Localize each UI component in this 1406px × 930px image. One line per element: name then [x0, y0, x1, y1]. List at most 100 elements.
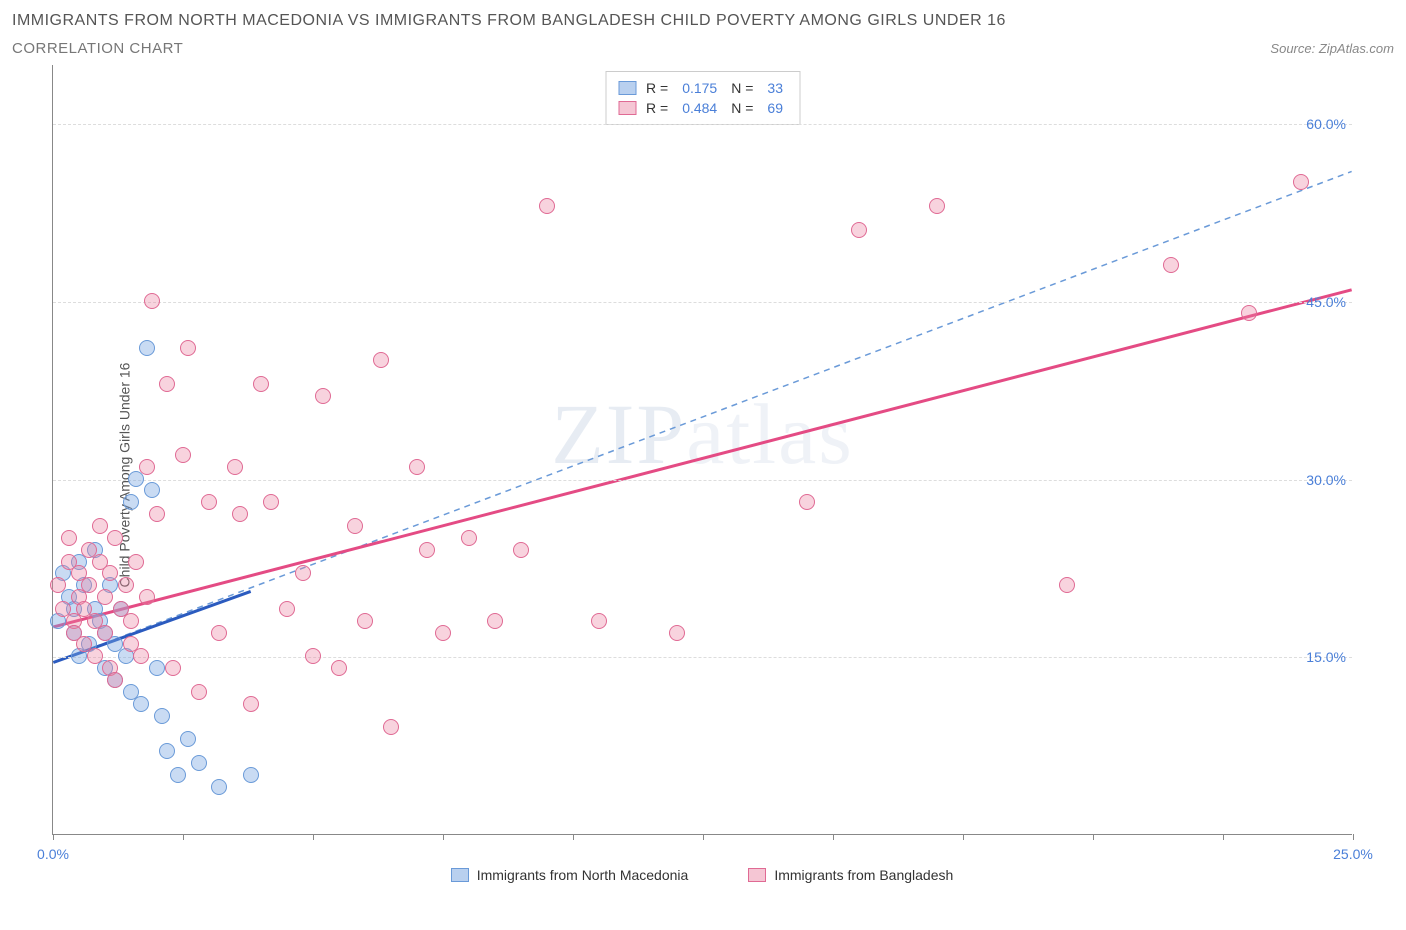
legend-R-label: R = — [646, 100, 668, 116]
legend-series: Immigrants from North Macedonia Immigrant… — [52, 867, 1352, 883]
source-label: Source: — [1270, 41, 1315, 56]
scatter-point — [263, 494, 279, 510]
chart-subtitle: CORRELATION CHART — [12, 40, 183, 57]
y-tick-label: 30.0% — [1306, 472, 1346, 488]
plot-area: ZIPatlas R =0.175N =33R =0.484N =69 15.0… — [52, 65, 1352, 835]
scatter-point — [149, 506, 165, 522]
x-tick-label: 25.0% — [1333, 846, 1373, 862]
x-tick-label: 0.0% — [37, 846, 69, 862]
scatter-point — [227, 459, 243, 475]
legend-swatch — [618, 101, 636, 115]
scatter-point — [409, 459, 425, 475]
trend-line — [53, 290, 1351, 627]
scatter-point — [102, 565, 118, 581]
y-tick-label: 60.0% — [1306, 116, 1346, 132]
scatter-point — [107, 672, 123, 688]
legend-swatch — [618, 81, 636, 95]
scatter-point — [133, 696, 149, 712]
gridline-h — [53, 657, 1352, 658]
chart-container: Child Poverty Among Girls Under 16 ZIPat… — [12, 65, 1394, 885]
scatter-point — [154, 708, 170, 724]
x-tick-mark — [1353, 834, 1354, 840]
scatter-point — [165, 660, 181, 676]
x-tick-mark — [963, 834, 964, 840]
trend-lines-layer — [53, 65, 1352, 834]
gridline-h — [53, 302, 1352, 303]
y-tick-label: 15.0% — [1306, 649, 1346, 665]
scatter-point — [144, 482, 160, 498]
legend-N-label: N = — [731, 80, 753, 96]
scatter-point — [315, 388, 331, 404]
legend-series-item: Immigrants from North Macedonia — [451, 867, 689, 883]
scatter-point — [1059, 577, 1075, 593]
x-tick-mark — [833, 834, 834, 840]
x-tick-mark — [1223, 834, 1224, 840]
scatter-point — [159, 743, 175, 759]
scatter-point — [92, 518, 108, 534]
x-tick-mark — [573, 834, 574, 840]
scatter-point — [180, 731, 196, 747]
scatter-point — [373, 352, 389, 368]
scatter-point — [139, 589, 155, 605]
scatter-point — [487, 613, 503, 629]
x-tick-mark — [443, 834, 444, 840]
scatter-point — [243, 696, 259, 712]
scatter-point — [357, 613, 373, 629]
x-tick-mark — [53, 834, 54, 840]
scatter-point — [929, 198, 945, 214]
scatter-point — [1163, 257, 1179, 273]
legend-N-label: N = — [731, 100, 753, 116]
x-tick-mark — [703, 834, 704, 840]
scatter-point — [513, 542, 529, 558]
scatter-point — [419, 542, 435, 558]
gridline-h — [53, 124, 1352, 125]
scatter-point — [279, 601, 295, 617]
scatter-point — [61, 530, 77, 546]
legend-R-label: R = — [646, 80, 668, 96]
scatter-point — [305, 648, 321, 664]
scatter-point — [211, 779, 227, 795]
scatter-point — [461, 530, 477, 546]
scatter-point — [123, 613, 139, 629]
legend-stats: R =0.175N =33R =0.484N =69 — [605, 71, 800, 125]
scatter-point — [170, 767, 186, 783]
trend-line-dashed — [53, 171, 1351, 662]
scatter-point — [1241, 305, 1257, 321]
scatter-point — [799, 494, 815, 510]
chart-title: IMMIGRANTS FROM NORTH MACEDONIA VS IMMIG… — [12, 12, 1394, 30]
scatter-point — [295, 565, 311, 581]
legend-N-value: 69 — [767, 100, 783, 116]
legend-stat-row: R =0.484N =69 — [618, 98, 787, 118]
scatter-point — [347, 518, 363, 534]
scatter-point — [211, 625, 227, 641]
scatter-point — [144, 293, 160, 309]
scatter-point — [87, 648, 103, 664]
watermark: ZIPatlas — [551, 384, 854, 484]
scatter-point — [435, 625, 451, 641]
scatter-point — [851, 222, 867, 238]
scatter-point — [123, 494, 139, 510]
scatter-point — [191, 684, 207, 700]
scatter-point — [159, 376, 175, 392]
scatter-point — [139, 459, 155, 475]
scatter-point — [669, 625, 685, 641]
scatter-point — [139, 340, 155, 356]
scatter-point — [253, 376, 269, 392]
scatter-point — [201, 494, 217, 510]
legend-stat-row: R = 0.175 N = 33 — [618, 78, 787, 98]
x-tick-mark — [183, 834, 184, 840]
scatter-point — [118, 577, 134, 593]
scatter-point — [232, 506, 248, 522]
gridline-h — [53, 480, 1352, 481]
legend-N-value: 33 — [767, 80, 783, 96]
scatter-point — [191, 755, 207, 771]
x-tick-mark — [313, 834, 314, 840]
scatter-point — [1293, 174, 1309, 190]
scatter-point — [97, 625, 113, 641]
watermark-thin: atlas — [686, 386, 854, 482]
scatter-point — [107, 530, 123, 546]
scatter-point — [133, 648, 149, 664]
legend-series-label: Immigrants from Bangladesh — [774, 867, 953, 883]
scatter-point — [243, 767, 259, 783]
legend-R-value: 0.175 — [682, 80, 717, 96]
